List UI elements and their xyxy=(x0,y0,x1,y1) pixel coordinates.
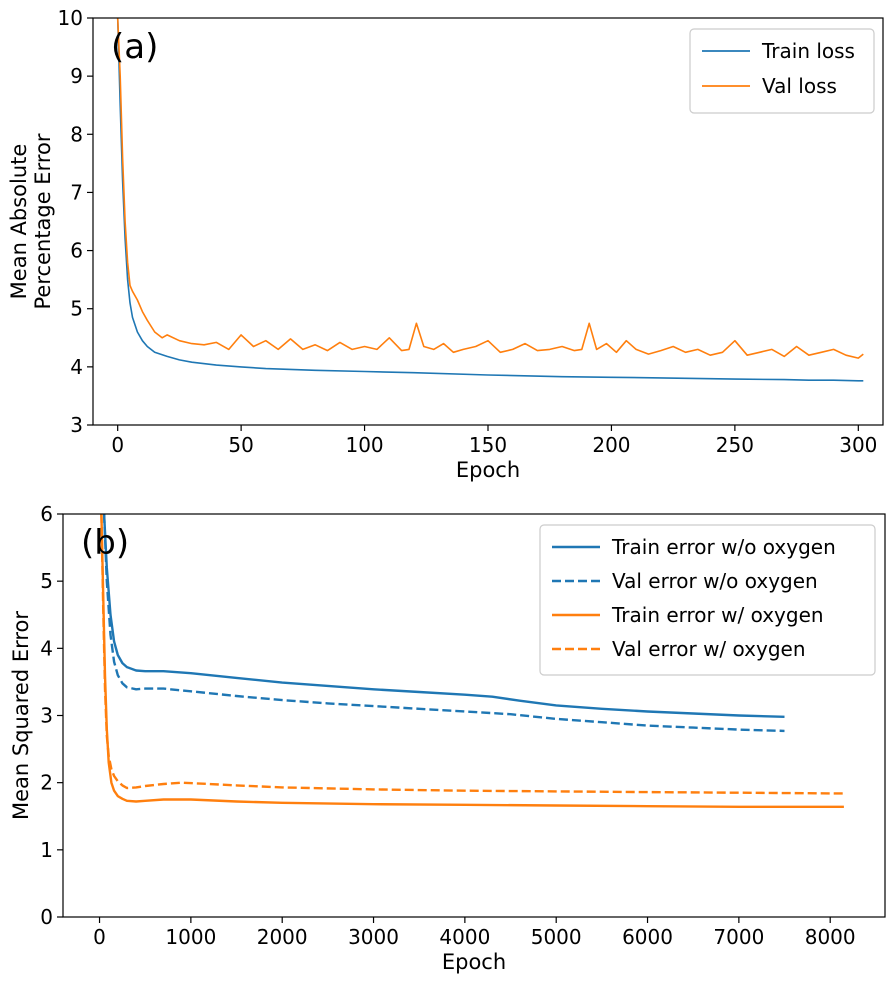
x-tick-label: 5000 xyxy=(531,925,582,949)
x-tick-label: 150 xyxy=(469,433,507,457)
x-tick-label: 0 xyxy=(111,433,124,457)
legend-label: Train error w/ oxygen xyxy=(611,603,824,627)
y-tick-label: 0 xyxy=(40,905,53,929)
legend-label: Train error w/o oxygen xyxy=(611,535,836,559)
y-tick-label: 2 xyxy=(40,771,53,795)
x-tick-label: 50 xyxy=(228,433,253,457)
panel-label: (b) xyxy=(81,523,129,563)
x-tick-label: 4000 xyxy=(439,925,490,949)
series-line-2 xyxy=(102,514,785,733)
y-tick-label: 8 xyxy=(70,122,83,146)
y-tick-label: 5 xyxy=(40,569,53,593)
y-tick-label: 10 xyxy=(58,6,83,30)
legend-label: Val error w/ oxygen xyxy=(612,637,806,661)
y-axis-label: Percentage Error xyxy=(31,133,55,309)
x-tick-label: 100 xyxy=(345,433,383,457)
x-axis-label: Epoch xyxy=(456,458,520,482)
x-tick-label: 0 xyxy=(93,925,106,949)
y-axis-label: Mean Squared Error xyxy=(9,611,33,820)
panel-b: 0 1000 2000 3000 4000 5000 6000 7000 8000 0 1 2 3 4 5 6… xyxy=(9,502,886,974)
x-tick-label: 300 xyxy=(839,433,877,457)
x-tick-label: 200 xyxy=(592,433,630,457)
x-tick-label: 250 xyxy=(716,433,754,457)
x-tick-label: 8000 xyxy=(805,925,856,949)
series-line-4 xyxy=(100,514,844,795)
legend: Train loss Val loss xyxy=(689,28,875,114)
x-tick-label: 1000 xyxy=(165,925,216,949)
legend-label: Train loss xyxy=(761,39,855,63)
series-group xyxy=(116,18,864,382)
y-tick-label: 4 xyxy=(70,355,83,379)
y-tick-label: 6 xyxy=(40,502,53,526)
panel-a: 0 50 100 150 200 250 300 3 4 5 6 7 8 9 10 Epoch Mean Abs… xyxy=(7,6,884,482)
x-tick-label: 7000 xyxy=(713,925,764,949)
x-axis-label: Epoch xyxy=(442,950,506,974)
series-group xyxy=(100,514,844,808)
legend-box xyxy=(689,28,875,114)
panel-label: (a) xyxy=(111,27,158,67)
x-tick-label: 6000 xyxy=(622,925,673,949)
legend-label: Val loss xyxy=(762,74,837,98)
y-tick-label: 5 xyxy=(70,297,83,321)
y-tick-label: 9 xyxy=(70,64,83,88)
y-tick-label: 4 xyxy=(40,636,53,660)
x-tick-label: 3000 xyxy=(348,925,399,949)
x-tick-label: 2000 xyxy=(257,925,308,949)
y-tick-label: 6 xyxy=(70,239,83,263)
legend-box xyxy=(539,524,876,676)
legend-label: Val error w/o oxygen xyxy=(612,569,818,593)
legend: Train error w/o oxygen Val error w/o oxyg… xyxy=(539,524,876,676)
y-axis-label: Mean Absolute xyxy=(7,144,31,300)
series-line-2 xyxy=(116,18,864,359)
y-tick-label: 1 xyxy=(40,838,53,862)
series-line-1 xyxy=(102,514,785,718)
series-line-1 xyxy=(116,18,864,382)
y-tick-label: 3 xyxy=(70,413,83,437)
y-tick-label: 7 xyxy=(70,180,83,204)
y-tick-label: 3 xyxy=(40,704,53,728)
